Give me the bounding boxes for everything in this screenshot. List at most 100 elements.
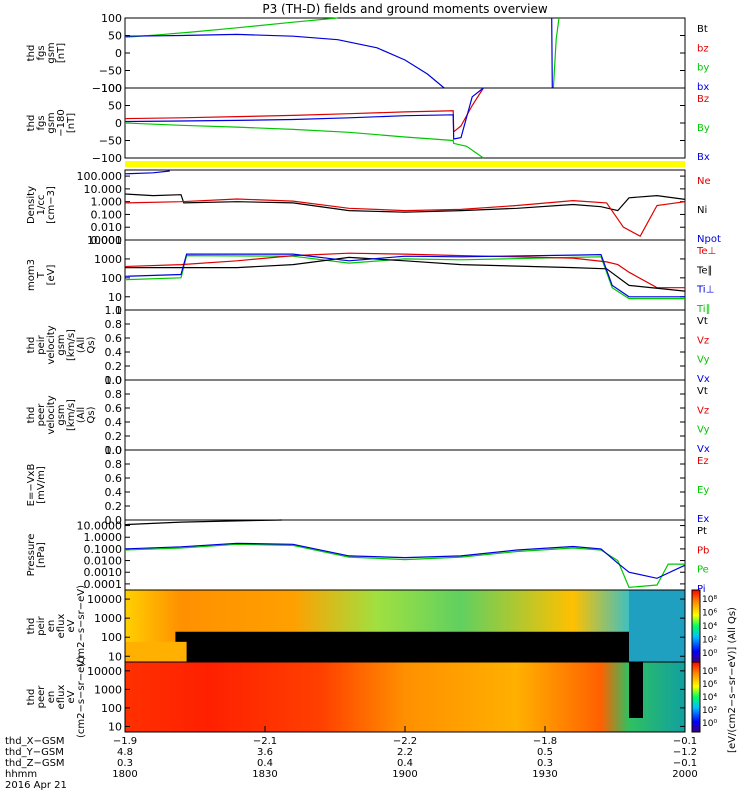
series-Pt: [124, 519, 282, 526]
panel-frame: [124, 17, 686, 89]
panel-frame: [124, 87, 686, 159]
ytick-label: 1.0000: [84, 531, 123, 544]
legend-entry: Ti⊥: [696, 285, 714, 296]
legend-entry: Ez: [697, 456, 709, 467]
ylabel-word: [km/s]: [66, 399, 77, 431]
ylabel-word: peir: [36, 334, 47, 354]
xaxis-value: −2.1: [253, 736, 277, 747]
ytick-label: 0.1000: [84, 543, 123, 556]
panel-frame: [124, 449, 686, 521]
panel-frame: [124, 519, 686, 591]
xaxis-value: −0.1: [673, 736, 697, 747]
ylabel-word: peir: [36, 615, 47, 635]
colorbar-tick: 10⁶: [702, 609, 717, 619]
ylabel-word: (cm2−s−sr−eV): [76, 585, 87, 667]
ytick-label: 1: [115, 304, 122, 317]
ytick-label: 10: [108, 720, 122, 733]
ylabel-word: en: [46, 691, 57, 704]
ytick-label: 1000: [94, 253, 122, 266]
ylabel-word: gsm: [56, 404, 67, 425]
ylabel-word: [eV]: [46, 265, 57, 286]
ytick-label: −50: [99, 65, 122, 78]
ytick-label: 10: [108, 291, 122, 304]
ytick-label: 0.2: [105, 360, 123, 373]
ytick-label: 0.0: [105, 514, 123, 527]
heatmap-early-region: [125, 641, 187, 662]
ylabel-word: −180: [56, 109, 67, 136]
ytick-label: 0.010: [91, 221, 123, 234]
ytick-label: 10000: [87, 234, 122, 247]
ytick-label: 0.001: [91, 234, 123, 247]
series-Pi: [124, 542, 686, 579]
xaxis-row-label: thd_Z−GSM: [5, 758, 65, 769]
panel-fgs_gsm_180: 100 50 0 −50 −100 thd fgs gsm −180 [nT] Bz By Bx: [26, 82, 710, 165]
series-Ti⊥: [124, 253, 685, 298]
legend-entry: Vt: [697, 316, 708, 327]
ylabel-word: gsm: [46, 42, 57, 63]
xaxis-value: 4.8: [117, 747, 133, 758]
ylabel-word: (All: [76, 337, 87, 353]
ylabel-word: [cm−3]: [46, 186, 57, 224]
ylabel-word: velocity: [46, 325, 57, 364]
ytick-label: 0.4: [105, 346, 123, 359]
ytick-label: 0.8: [105, 318, 123, 331]
xaxis-value: 2.2: [397, 747, 413, 758]
ylabel-word: eV: [66, 619, 77, 632]
panel-moments_temp: 10000 1000 100 101 mom3 T [eV] Te⊥ Te∥ Ti⊥ Ti∥: [26, 234, 716, 317]
ylabel-word: T: [36, 271, 47, 279]
heatmap-gap-region: [629, 662, 643, 718]
ytick-label: 0.6: [105, 402, 123, 415]
ytick-label: 10.000: [84, 183, 123, 196]
xaxis-value: 0.4: [257, 758, 273, 769]
ylabel-word: en: [46, 620, 57, 633]
series-Bz: [124, 87, 484, 134]
ytick-label: 0: [115, 47, 122, 60]
legend-entry: Pb: [697, 545, 709, 556]
ylabel-word: peer: [36, 685, 47, 709]
ylabel-word: velocity: [46, 395, 57, 434]
ytick-label: 1.0: [105, 304, 123, 317]
ytick-label: 0.0010: [84, 566, 123, 579]
ylabel-word: [nT]: [66, 113, 77, 133]
ytick-label: 50: [108, 30, 122, 43]
ytick-label: −50: [99, 135, 122, 148]
xaxis-value: −0.1: [673, 758, 697, 769]
ylabel-word: eflux: [56, 685, 67, 710]
panel-frame: [124, 379, 686, 451]
ylabel-word: thd: [26, 115, 37, 132]
series-Pe: [124, 543, 685, 589]
ytick-label: 0.2: [105, 430, 123, 443]
colorbar-tick: 10⁸: [702, 595, 717, 605]
series-Npot: [124, 170, 170, 175]
xaxis-row-label: thd_Y−GSM: [5, 747, 64, 758]
panel-frame: [124, 239, 686, 311]
legend-entry: Vx: [697, 444, 710, 455]
ytick-label: 0.0001: [84, 578, 123, 591]
legend-entry: Ex: [697, 514, 709, 525]
legend-entry: Bt: [697, 24, 708, 35]
ylabel-word: [nPa]: [36, 542, 47, 568]
ytick-label: −100: [92, 82, 122, 95]
colorbar-tick: 10⁰: [702, 649, 717, 659]
ytick-label: 0.4: [105, 416, 123, 429]
series-By: [124, 122, 484, 159]
ylabel-word: thd: [26, 689, 37, 706]
legend-entry: Bz: [697, 94, 709, 105]
legend-entry: Npot: [697, 234, 721, 245]
ylabel-word: Qs): [86, 406, 97, 423]
heatmap-noisy-region: [629, 590, 685, 662]
ytick-label: 100.000: [77, 170, 123, 183]
figure-title: P3 (TH-D) fields and ground moments over…: [262, 2, 547, 16]
series-bx_late: [551, 17, 553, 89]
xaxis-value: 0.3: [117, 758, 133, 769]
series-Ne: [124, 198, 686, 238]
heatmap-field: [125, 662, 685, 732]
xaxis-value: 0.5: [537, 747, 553, 758]
panel-peer_en_eflux: 10000 1000 100 10 thd peer en eflux eV (cm2−s−sr−…: [26, 656, 717, 738]
ytick-label: 1.000: [91, 196, 123, 209]
ytick-label: 10000: [87, 593, 122, 606]
ylabel-word: gsm: [46, 112, 57, 133]
ylabel-word: fgs: [36, 115, 47, 130]
ylabel-word: 1/cc: [36, 195, 47, 216]
